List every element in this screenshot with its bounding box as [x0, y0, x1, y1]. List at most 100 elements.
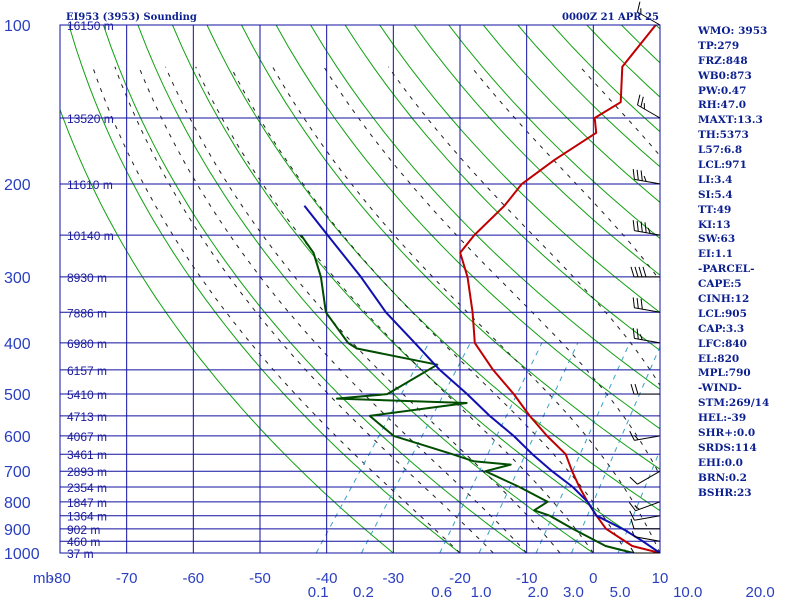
index-item: LI:3.4	[698, 173, 733, 186]
wind-barb-flag	[640, 221, 643, 233]
wind-barb	[632, 220, 661, 236]
wind-barb-flag	[634, 434, 639, 441]
index-item: RH:47.0	[698, 99, 747, 112]
index-item: EI:1.1	[698, 248, 734, 261]
frame-border	[59, 24, 661, 554]
index-item: LFC:840	[698, 337, 747, 350]
mixing-ratio-label: 20.0	[745, 584, 774, 600]
pressure-tick-label: 100	[4, 18, 31, 35]
wind-barb	[631, 531, 661, 542]
temp-tick-label: -40	[316, 570, 338, 587]
wind-barb	[629, 510, 661, 521]
wind-barb-staff	[637, 104, 661, 119]
mixing-ratio-label: 3.0	[563, 584, 584, 600]
height-label: 1847 m	[67, 496, 107, 510]
wind-barb-flag	[642, 266, 647, 278]
wind-barb-flag	[643, 175, 647, 182]
index-item: MPL:790	[698, 367, 751, 380]
mixing-ratio-label: 0.2	[353, 584, 374, 600]
moist-adiabat	[138, 66, 528, 553]
wind-barb-flag	[644, 222, 647, 233]
wind-barb	[630, 518, 660, 530]
index-item: TT:49	[698, 203, 732, 216]
wind-barb	[632, 169, 661, 185]
wind-barb-staff	[634, 536, 661, 542]
moist-adiabat	[195, 66, 594, 553]
mixing-ratio-label: 10.0	[673, 584, 702, 600]
index-item: -PARCEL-	[698, 263, 755, 276]
height-label: 902 m	[67, 523, 100, 537]
index-item: TH:5373	[698, 129, 749, 142]
parcel-line	[303, 205, 660, 553]
index-item: EHI:0.0	[698, 456, 743, 469]
pressure-tick-label: 200	[4, 177, 31, 194]
index-item: SRDS:114	[698, 441, 757, 454]
dry-adiabat	[137, 25, 594, 553]
index-item: WB0:873	[698, 69, 752, 82]
pressure-tick-label: 800	[4, 495, 31, 512]
mixing-ratio-label: 0.1	[308, 584, 329, 600]
height-label: 11610 m	[67, 178, 113, 192]
wind-barb	[630, 383, 660, 395]
wind-barb-flag	[640, 170, 643, 181]
moist-adiabat	[230, 66, 628, 553]
mixing-ratio-line	[535, 342, 631, 553]
height-label: 2354 m	[67, 481, 107, 495]
chart-title: EI953 (3953) Sounding	[66, 12, 197, 23]
index-item: FRZ:848	[698, 54, 748, 67]
moist-adiabat	[114, 66, 494, 553]
wind-barb-staff	[634, 435, 661, 441]
pressure-tick-label: 500	[4, 387, 31, 404]
chart-subtitle: 0000Z 21 APR 25	[562, 12, 659, 23]
wind-barb-flag	[647, 227, 651, 234]
wind-barb-flag	[632, 297, 635, 308]
wind-barb-flag	[636, 169, 639, 181]
wind-barb-flag	[634, 505, 640, 510]
index-item: EL:820	[698, 352, 740, 365]
wind-barb-flag	[630, 518, 635, 529]
wind-barb-staff	[634, 230, 661, 236]
temp-tick-label: -10	[516, 570, 538, 587]
height-label: 37 m	[67, 547, 94, 561]
wind-barb	[632, 327, 661, 344]
wind-barb-flag	[636, 328, 639, 340]
dry-adiabat	[206, 25, 660, 512]
wind-barb-staff	[634, 515, 661, 521]
index-item: -WIND-	[698, 382, 742, 395]
wind-barb-flag	[630, 547, 635, 554]
height-label: 5410 m	[67, 388, 107, 402]
height-label: 10140 m	[67, 229, 114, 243]
wind-barb	[630, 547, 660, 554]
mixing-ratio-line	[478, 342, 579, 553]
height-label: 3461 m	[67, 448, 107, 462]
wind-barb-staff	[637, 470, 661, 485]
index-item: LCL:971	[698, 159, 747, 172]
height-label: 6980 m	[67, 337, 107, 351]
height-label: 7886 m	[67, 306, 107, 320]
temp-tick-label: -30	[382, 570, 404, 587]
plot-area	[60, 25, 660, 553]
moist-adiabat	[323, 66, 660, 477]
index-item: SW:63	[698, 233, 736, 246]
pressure-tick-label: 700	[4, 464, 31, 481]
index-item: WMO: 3953	[698, 25, 768, 37]
moist-adiabat	[272, 66, 660, 553]
wind-barb-flag	[640, 298, 643, 310]
index-item: CAP:3.3	[698, 322, 745, 335]
height-label: 6157 m	[67, 364, 107, 378]
temp-tick-label: 0	[589, 570, 597, 587]
wind-barb-flag	[640, 96, 644, 108]
temp-tick-label: -60	[182, 570, 204, 587]
height-label: 1364 m	[67, 510, 107, 524]
wind-barb-flag	[630, 383, 635, 395]
temp-tick-label: -80	[49, 570, 71, 587]
height-label: 2893 m	[67, 465, 107, 479]
wind-barb-flag	[632, 327, 635, 339]
wind-barb	[629, 470, 661, 485]
pressure-tick-label: 300	[4, 270, 31, 287]
indices-panel: WMO: 3953 TP:279 FRZ:848 WB0:873 PW:0.47 RH:4…	[698, 24, 798, 501]
index-item: TP:279	[698, 39, 740, 52]
